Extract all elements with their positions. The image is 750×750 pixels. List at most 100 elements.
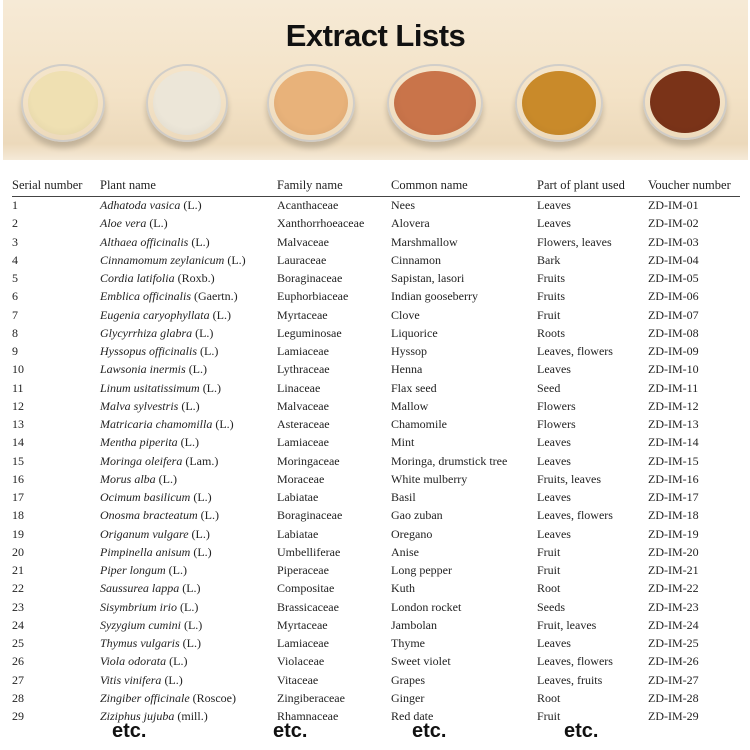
- part-used-cell: Leaves, flowers: [537, 344, 613, 358]
- plant-name-cell: Pimpinella anisum (L.): [100, 545, 212, 560]
- family-cell: Lythraceae: [277, 362, 330, 377]
- authority: (Roscoe): [192, 690, 236, 705]
- header-common: Common name: [391, 178, 468, 192]
- part-used-cell: Leaves: [537, 490, 571, 504]
- common-name-cell: Moringa, drumstick tree: [391, 453, 508, 468]
- family-cell: Xanthorrhoeaceae: [277, 216, 365, 231]
- authority: (Roxb.): [177, 271, 215, 285]
- species-name: Aloe vera: [100, 216, 147, 231]
- common-name-cell: Oregano: [391, 526, 433, 541]
- authority: (L.): [182, 636, 201, 650]
- powder-dish: [146, 64, 228, 142]
- serial-cell: 10: [12, 362, 24, 377]
- authority: (L.): [200, 508, 219, 523]
- common-name-cell: Thyme: [391, 636, 425, 650]
- header-family: Family name: [277, 178, 343, 192]
- powder-dish: [515, 64, 603, 142]
- family-cell: Asteraceae: [277, 417, 330, 431]
- part-used-cell: Leaves: [537, 453, 571, 468]
- serial-cell: 13: [12, 417, 24, 431]
- species-name: Malva sylvestris: [100, 398, 179, 413]
- powder: [153, 71, 221, 135]
- common-name-cell: Alovera: [391, 216, 430, 231]
- etc-label: etc.: [412, 720, 447, 742]
- family-cell: Euphorbiaceae: [277, 289, 349, 304]
- authority: (L.): [227, 252, 246, 267]
- plant-name-cell: Onosma bracteatum (L.): [100, 508, 219, 523]
- species-name: Saussurea lappa: [100, 581, 180, 596]
- powder-dish: [643, 64, 727, 140]
- voucher-cell: ZD-IM-25: [648, 636, 699, 650]
- part-used-cell: Seed: [537, 380, 561, 395]
- voucher-cell: ZD-IM-04: [648, 252, 699, 267]
- part-used-cell: Fruit: [537, 563, 561, 577]
- species-name: Morus alba: [100, 471, 156, 486]
- plant-name-cell: Zingiber officinale (Roscoe): [100, 691, 236, 706]
- part-used-cell: Seeds: [537, 599, 565, 614]
- species-name: Ocimum basilicum: [100, 490, 191, 504]
- common-name-cell: Basil: [391, 490, 416, 504]
- plant-name-cell: Ziziphus jujuba (mill.): [100, 709, 208, 724]
- voucher-cell: ZD-IM-13: [648, 417, 699, 431]
- family-cell: Labiatae: [277, 490, 319, 504]
- serial-cell: 20: [12, 544, 24, 559]
- family-cell: Lamiaceae: [277, 344, 329, 358]
- species-name: Cordia latifolia: [100, 271, 175, 285]
- common-name-cell: Chamomile: [391, 417, 447, 431]
- plant-name-cell: Piper longum (L.): [100, 563, 187, 578]
- species-name: Piper longum: [100, 563, 166, 577]
- part-used-cell: Leaves: [537, 198, 571, 212]
- serial-cell: 8: [12, 325, 18, 340]
- common-name-cell: Kuth: [391, 581, 415, 596]
- authority: (Gaertn.): [194, 289, 238, 304]
- voucher-cell: ZD-IM-28: [648, 690, 699, 705]
- authority: (L.): [158, 471, 177, 486]
- common-name-cell: Marshmallow: [391, 234, 458, 249]
- part-used-cell: Root: [537, 690, 561, 705]
- voucher-cell: ZD-IM-08: [648, 325, 699, 340]
- voucher-cell: ZD-IM-10: [648, 362, 699, 377]
- part-used-cell: Leaves: [537, 435, 571, 450]
- part-used-cell: Fruits: [537, 271, 566, 285]
- serial-cell: 24: [12, 617, 24, 632]
- voucher-cell: ZD-IM-29: [648, 709, 699, 723]
- header-voucher: Voucher number: [648, 178, 731, 192]
- species-name: Adhatoda vasica: [100, 198, 181, 212]
- voucher-cell: ZD-IM-20: [648, 544, 699, 559]
- authority: (L.): [215, 417, 234, 431]
- common-name-cell: Hyssop: [391, 344, 428, 358]
- plant-name-cell: Hyssopus officinalis (L.): [100, 344, 218, 359]
- part-used-cell: Fruit: [537, 307, 561, 322]
- header-plant: Plant name: [100, 178, 156, 192]
- species-name: Sisymbrium irio: [100, 599, 178, 614]
- plant-name-cell: Vitis vinifera (L.): [100, 673, 183, 688]
- family-cell: Boraginaceae: [277, 508, 343, 523]
- species-name: Pimpinella anisum: [100, 544, 191, 559]
- etc-label: etc.: [112, 720, 147, 742]
- plant-name-cell: Morus alba (L.): [100, 472, 177, 487]
- common-name-cell: Gao zuban: [391, 508, 443, 523]
- species-name: Vitis vinifera: [100, 672, 162, 687]
- plant-name-cell: Matricaria chamomilla (L.): [100, 417, 234, 432]
- powder: [28, 71, 98, 135]
- serial-cell: 1: [12, 198, 18, 212]
- plant-name-cell: Linum usitatissimum (L.): [100, 381, 221, 396]
- species-name: Thymus vulgaris: [100, 636, 180, 650]
- part-used-cell: Fruit, leaves: [537, 617, 597, 632]
- common-name-cell: Jambolan: [391, 617, 437, 632]
- species-name: Zingiber officinale: [100, 690, 190, 705]
- voucher-cell: ZD-IM-07: [648, 307, 699, 322]
- voucher-cell: ZD-IM-11: [648, 380, 699, 395]
- serial-cell: 19: [12, 526, 24, 541]
- family-cell: Vitaceae: [277, 672, 319, 687]
- serial-cell: 16: [12, 471, 24, 486]
- common-name-cell: Ginger: [391, 690, 425, 705]
- plant-name-cell: Emblica officinalis (Gaertn.): [100, 289, 238, 304]
- voucher-cell: ZD-IM-18: [648, 508, 699, 523]
- plant-name-cell: Sisymbrium irio (L.): [100, 600, 198, 615]
- header-serial: Serial number: [12, 178, 83, 192]
- serial-cell: 23: [12, 599, 24, 614]
- voucher-cell: ZD-IM-27: [648, 672, 699, 687]
- common-name-cell: Flax seed: [391, 380, 437, 395]
- plant-name-cell: Cinnamomum zeylanicum (L.): [100, 253, 246, 268]
